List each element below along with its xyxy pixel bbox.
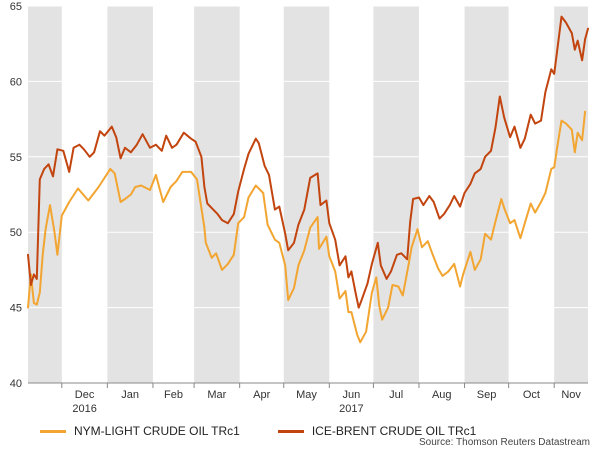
x-month-label-jun: Jun bbox=[342, 389, 360, 401]
month-bands bbox=[28, 6, 588, 383]
month-band-8 bbox=[373, 6, 419, 383]
legend-swatch-nym bbox=[40, 429, 66, 433]
x-month-label-feb: Feb bbox=[164, 389, 183, 401]
legend-item-nym: NYM-LIGHT CRUDE OIL TRc1 bbox=[40, 424, 240, 438]
x-month-label-apr: Apr bbox=[253, 389, 270, 401]
x-month-label-oct: Oct bbox=[523, 389, 540, 401]
legend-label-nym: NYM-LIGHT CRUDE OIL TRc1 bbox=[74, 424, 240, 438]
x-month-label-jul: Jul bbox=[389, 389, 403, 401]
x-month-label-mar: Mar bbox=[207, 389, 226, 401]
y-tick-label-65: 65 bbox=[10, 1, 22, 13]
legend-swatch-brent bbox=[277, 429, 304, 433]
y-tick-label-45: 45 bbox=[10, 303, 22, 315]
month-band-0 bbox=[28, 6, 62, 383]
series-line-brent bbox=[27, 15, 589, 309]
y-tick-label-55: 55 bbox=[10, 152, 22, 164]
source-note: Source: Thomson Reuters Datastream bbox=[418, 437, 590, 448]
y-tick-label-50: 50 bbox=[10, 227, 22, 239]
x-year-label-2016: 2016 bbox=[72, 403, 96, 415]
x-axis: Dec Jan Feb Mar Apr May Jun Jul Aug Sep Oct Nov 2016… bbox=[28, 382, 588, 415]
x-month-label-may: May bbox=[296, 389, 317, 401]
y-axis: 40 45 50 55 60 65 bbox=[10, 1, 22, 390]
month-band-4 bbox=[194, 6, 240, 383]
month-band-12 bbox=[554, 6, 588, 383]
series-lines bbox=[27, 15, 589, 344]
x-year-label-2017: 2017 bbox=[339, 403, 363, 415]
y-tick-label-40: 40 bbox=[10, 378, 22, 390]
legend-item-brent: ICE-BRENT CRUDE OIL TRc1 bbox=[277, 424, 477, 438]
x-month-label-jan: Jan bbox=[121, 389, 139, 401]
x-month-label-aug: Aug bbox=[432, 389, 452, 401]
series-line-nym bbox=[27, 110, 587, 344]
y-tick-label-60: 60 bbox=[10, 76, 22, 88]
legend-label-brent: ICE-BRENT CRUDE OIL TRc1 bbox=[311, 424, 477, 438]
x-month-label-dec: Dec bbox=[75, 389, 95, 401]
x-month-label-nov: Nov bbox=[561, 389, 581, 401]
legend: NYM-LIGHT CRUDE OIL TRc1 ICE-BRENT CRUDE… bbox=[40, 424, 476, 438]
month-band-10 bbox=[464, 6, 509, 383]
x-month-label-sep: Sep bbox=[477, 389, 497, 401]
